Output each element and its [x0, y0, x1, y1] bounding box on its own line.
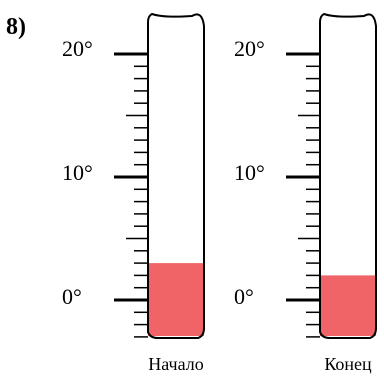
scale-ticks — [114, 52, 148, 338]
tube-outline — [319, 12, 377, 339]
scale-ticks — [286, 52, 320, 338]
tube-outline — [147, 12, 205, 339]
scale-label-0: 0° — [62, 284, 82, 309]
caption-start: Начало — [148, 354, 203, 374]
thermometer-start: 20° 10° 0° Начало — [62, 12, 205, 374]
scale-label-20: 20° — [62, 36, 93, 61]
thermometer-end: 20° 10° 0° Конец — [234, 12, 377, 374]
scale-label-0: 0° — [234, 284, 254, 309]
liquid-column — [320, 275, 376, 336]
scale-label-20: 20° — [234, 36, 265, 61]
scale-label-10: 10° — [62, 160, 93, 185]
problem-number: 8) — [6, 14, 26, 40]
caption-end: Конец — [324, 354, 372, 374]
scale-label-10: 10° — [234, 160, 265, 185]
liquid-column — [148, 263, 204, 336]
